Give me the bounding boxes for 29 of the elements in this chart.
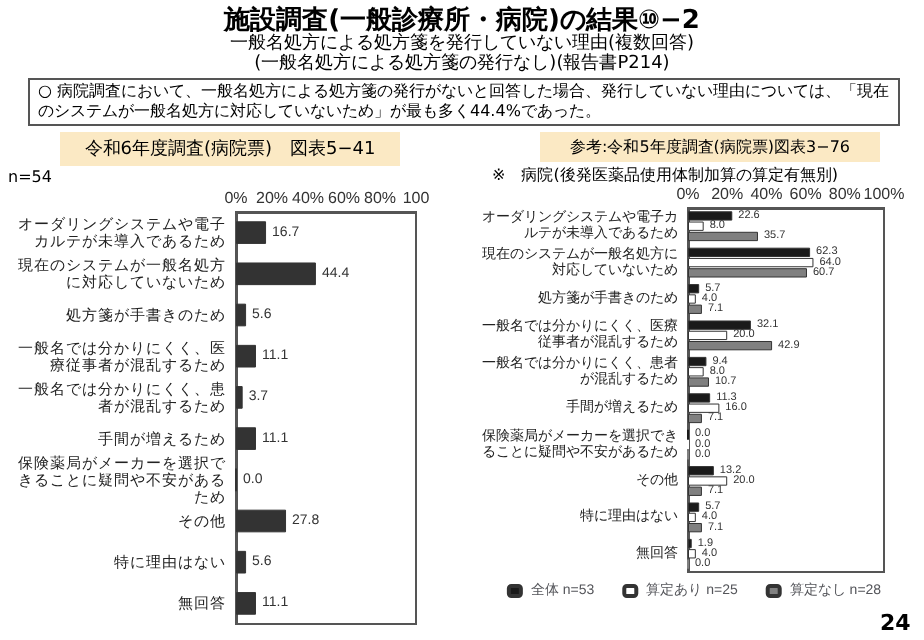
bar [236, 303, 247, 327]
x-tick-label: 60% [789, 185, 822, 203]
x-tick-label: 100% [863, 185, 905, 203]
bar [236, 386, 243, 409]
text: 令和6年度調査(病院票) 図表5−41 [60, 132, 400, 166]
bar [236, 221, 267, 244]
chart-subtitle: ※ 病院(後発医薬品使用体制加算の算定有無別) [492, 164, 838, 186]
chart-title: 施設調査(一般診療所・病院)の結果⑩−2 [221, 3, 702, 36]
x-tick-label: 0% [224, 189, 248, 207]
x-tick-label: 40% [750, 185, 783, 203]
text: 一般名処方による処方箋を発行していない理由(複数回答) (一般名処方による処方箋の発行なし)(報告書P214) [227, 34, 697, 74]
bar [236, 427, 256, 450]
x-tick-label: 20% [711, 185, 744, 203]
text: ○ 病院調査において、一般名処方による処方箋の発行がないと回答した場合、発行していない理由については、「現在のシステムが一般名処方に対応していないため」が最も多く44.4%であった。 [28, 78, 900, 126]
x-tick-label: 80% [363, 189, 397, 207]
bar [236, 550, 247, 574]
x-tick-label: 60% [327, 189, 361, 207]
bar [236, 262, 316, 286]
x-tick-label: 40% [291, 189, 325, 207]
x-tick-label: 80% [828, 185, 861, 203]
x-tick-label: 0% [676, 185, 700, 203]
bar [236, 592, 256, 615]
x-tick-label: 20% [255, 189, 289, 207]
bar [236, 344, 256, 368]
text: 24 [880, 610, 911, 636]
bar [236, 509, 287, 533]
chart-title: 参考:令和5年度調査(病院票)図表3−76 [540, 132, 880, 162]
text: n=54 [8, 168, 52, 186]
x-tick-label: 100 [402, 189, 431, 207]
